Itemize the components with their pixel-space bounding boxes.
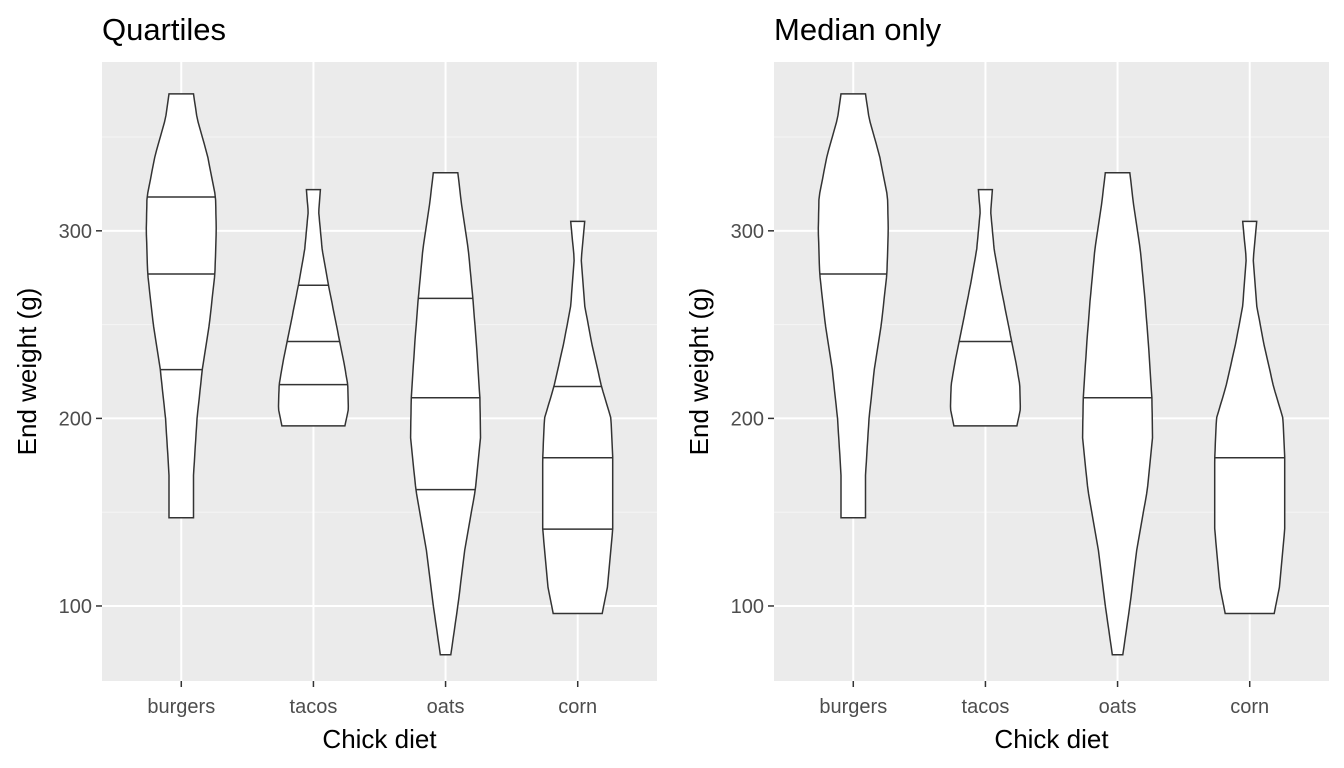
violin-oats [409, 171, 482, 656]
y-tick-label: 100 [59, 596, 92, 618]
x-axis-title: Chick diet [322, 724, 437, 754]
panel-title: Median only [774, 12, 942, 47]
violin-tacos [277, 188, 350, 427]
x-tick-label-tacos: tacos [290, 696, 338, 718]
chart-panel-2: 100 200 300 burgers tacos oats corn Median only… [684, 12, 1329, 754]
violin-corn [541, 220, 614, 615]
y-axis-title: End weight (g) [12, 288, 42, 456]
violin-tacos [949, 188, 1022, 427]
x-axis-title: Chick diet [994, 724, 1109, 754]
violin-oats [1081, 171, 1154, 656]
y-tick-label: 200 [59, 408, 92, 430]
x-tick-label-corn: corn [558, 696, 597, 718]
x-tick-label-oats: oats [1099, 696, 1137, 718]
y-tick-label: 100 [731, 596, 764, 618]
y-tick-label: 300 [731, 221, 764, 243]
chart-panel-1: 100 200 300 burgers tacos oats corn Quartiles Ch… [12, 12, 657, 754]
panel-title: Quartiles [102, 12, 226, 47]
y-tick-label: 300 [59, 221, 92, 243]
violin-burgers [817, 93, 889, 519]
x-tick-label-tacos: tacos [962, 696, 1010, 718]
x-tick-label-oats: oats [427, 696, 465, 718]
x-tick-label-corn: corn [1230, 696, 1269, 718]
x-tick-label-burgers: burgers [147, 696, 215, 718]
y-tick-label: 200 [731, 408, 764, 430]
violin-corn [1213, 220, 1286, 615]
violin-burgers [145, 93, 217, 519]
y-axis-title: End weight (g) [684, 288, 714, 456]
x-tick-label-burgers: burgers [819, 696, 887, 718]
